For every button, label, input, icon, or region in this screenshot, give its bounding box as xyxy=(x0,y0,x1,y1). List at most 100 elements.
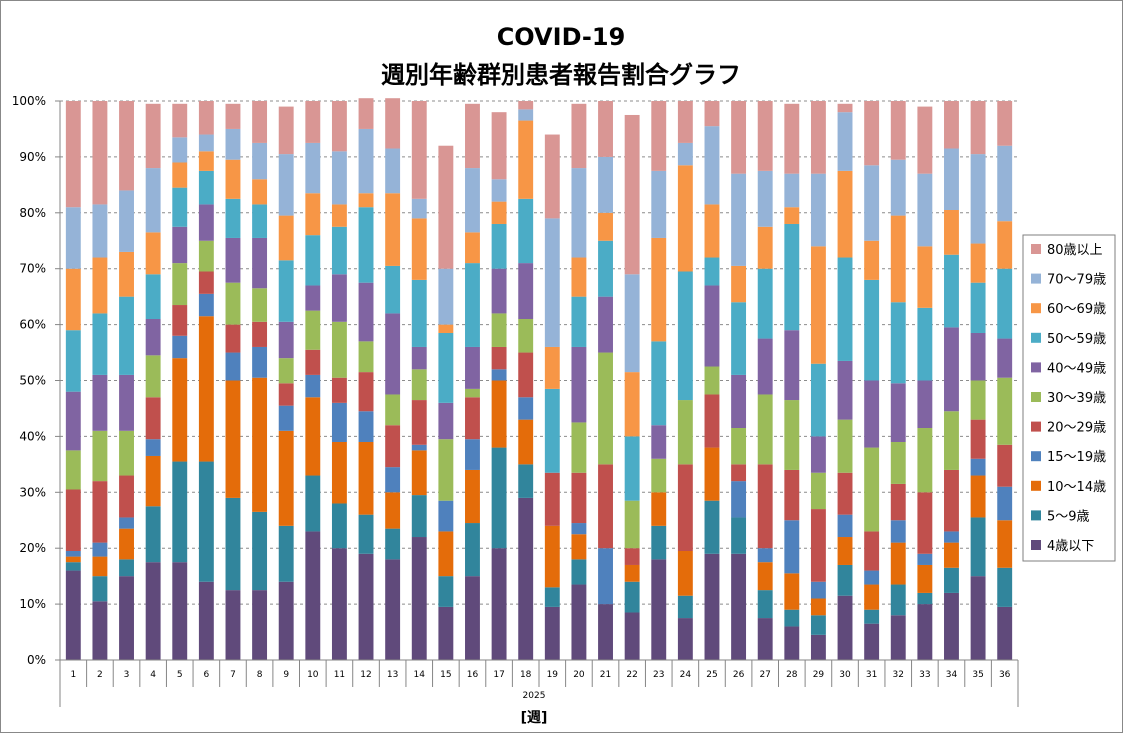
bar-segment xyxy=(331,321,347,378)
bar-segment xyxy=(864,101,880,166)
bar-segment xyxy=(757,618,773,660)
bar-segment xyxy=(624,114,640,275)
bar-segment xyxy=(890,615,906,660)
bar-segment xyxy=(677,595,693,619)
bar-segment xyxy=(864,279,880,381)
bar-segment xyxy=(385,193,401,266)
bar-segment xyxy=(385,492,401,529)
legend-label: 60〜69歳 xyxy=(1047,302,1106,317)
bar-segment xyxy=(864,447,880,532)
bar-segment xyxy=(92,101,108,205)
bar-segment xyxy=(438,268,454,325)
bar-segment xyxy=(997,101,1013,146)
bar-segment xyxy=(944,469,959,532)
x-tick-label: 16 xyxy=(467,670,479,680)
bar-segment xyxy=(997,338,1013,378)
bar-segment xyxy=(518,198,534,264)
bar-segment xyxy=(385,425,401,468)
bar-segment xyxy=(598,604,613,660)
x-tick-label: 30 xyxy=(839,670,851,680)
bar-segment xyxy=(917,246,933,308)
bar-segment xyxy=(864,570,880,585)
bar-segment xyxy=(119,430,134,476)
bar-segment xyxy=(970,419,986,459)
x-tick-label: 25 xyxy=(706,670,717,680)
legend-label: 30〜39歳 xyxy=(1047,391,1106,406)
bar-segment xyxy=(278,581,294,660)
bar-segment xyxy=(944,531,959,543)
bar-segment xyxy=(651,341,667,426)
bar-segment xyxy=(225,497,241,591)
bar-segment xyxy=(198,101,214,135)
bar-segment xyxy=(731,265,747,303)
bar-segment xyxy=(385,98,401,149)
bar-segment xyxy=(731,517,747,554)
bar-segment xyxy=(970,576,986,660)
bar-segment xyxy=(784,626,800,660)
bar-segment xyxy=(119,296,134,375)
bar-segment xyxy=(92,576,108,602)
bar-segment xyxy=(784,173,800,208)
bar-segment xyxy=(465,346,480,389)
bar-segment xyxy=(145,319,161,356)
x-tick-label: 1 xyxy=(70,670,76,680)
x-tick-label: 3 xyxy=(124,670,130,680)
bar-segment xyxy=(278,383,294,406)
bar-segment xyxy=(677,142,693,166)
bar-segment xyxy=(145,397,161,440)
bar-segment xyxy=(757,170,773,227)
bar-segment xyxy=(651,101,667,171)
bar-segment xyxy=(518,319,534,353)
bar-segment xyxy=(677,618,693,660)
legend-label: 10〜14歳 xyxy=(1047,480,1106,495)
bar-segment xyxy=(331,204,347,227)
bar-segment xyxy=(252,142,268,180)
y-tick-label: 80% xyxy=(19,206,46,220)
bar-segment xyxy=(145,455,161,507)
bar-segment xyxy=(970,458,986,476)
bar-segment xyxy=(784,609,800,627)
bar-segment xyxy=(491,179,507,202)
bar-segment xyxy=(810,615,826,635)
bar-segment xyxy=(544,388,560,473)
bar-segment xyxy=(518,419,534,465)
bar-segment xyxy=(278,405,294,431)
x-tick-label: 36 xyxy=(999,670,1011,680)
bar-segment xyxy=(837,595,853,660)
bar-segment xyxy=(731,101,747,174)
bar-segment xyxy=(784,330,800,401)
bar-segment xyxy=(864,584,880,610)
bar-segment xyxy=(331,377,347,403)
bar-segment xyxy=(225,380,241,498)
bar-segment xyxy=(145,103,161,169)
bar-segment xyxy=(92,257,108,314)
y-tick-label: 0% xyxy=(27,653,46,667)
bar-segment xyxy=(571,296,587,347)
bar-segment xyxy=(598,464,613,549)
bar-segment xyxy=(385,559,401,660)
bar-segment xyxy=(331,503,347,549)
x-year-label: 2025 xyxy=(523,691,546,701)
bar-segment xyxy=(358,372,374,412)
x-tick-label: 13 xyxy=(387,670,398,680)
bar-segment xyxy=(651,458,667,493)
bar-segment xyxy=(731,464,747,482)
bar-segment xyxy=(65,330,81,392)
bar-segment xyxy=(331,101,347,152)
bar-segment xyxy=(864,165,880,241)
bar-segment xyxy=(651,170,667,238)
bar-segment xyxy=(145,232,161,275)
bar-segment xyxy=(837,537,853,565)
bar-segment xyxy=(465,232,480,264)
legend-swatch xyxy=(1031,362,1041,373)
bar-segment xyxy=(145,168,161,233)
bar-segment xyxy=(305,397,321,476)
bar-segment xyxy=(837,170,853,258)
bar-segment xyxy=(358,514,374,554)
x-tick-label: 8 xyxy=(257,670,263,680)
x-tick-label: 6 xyxy=(203,670,209,680)
bar-segment xyxy=(757,268,773,339)
bar-segment xyxy=(172,335,188,359)
